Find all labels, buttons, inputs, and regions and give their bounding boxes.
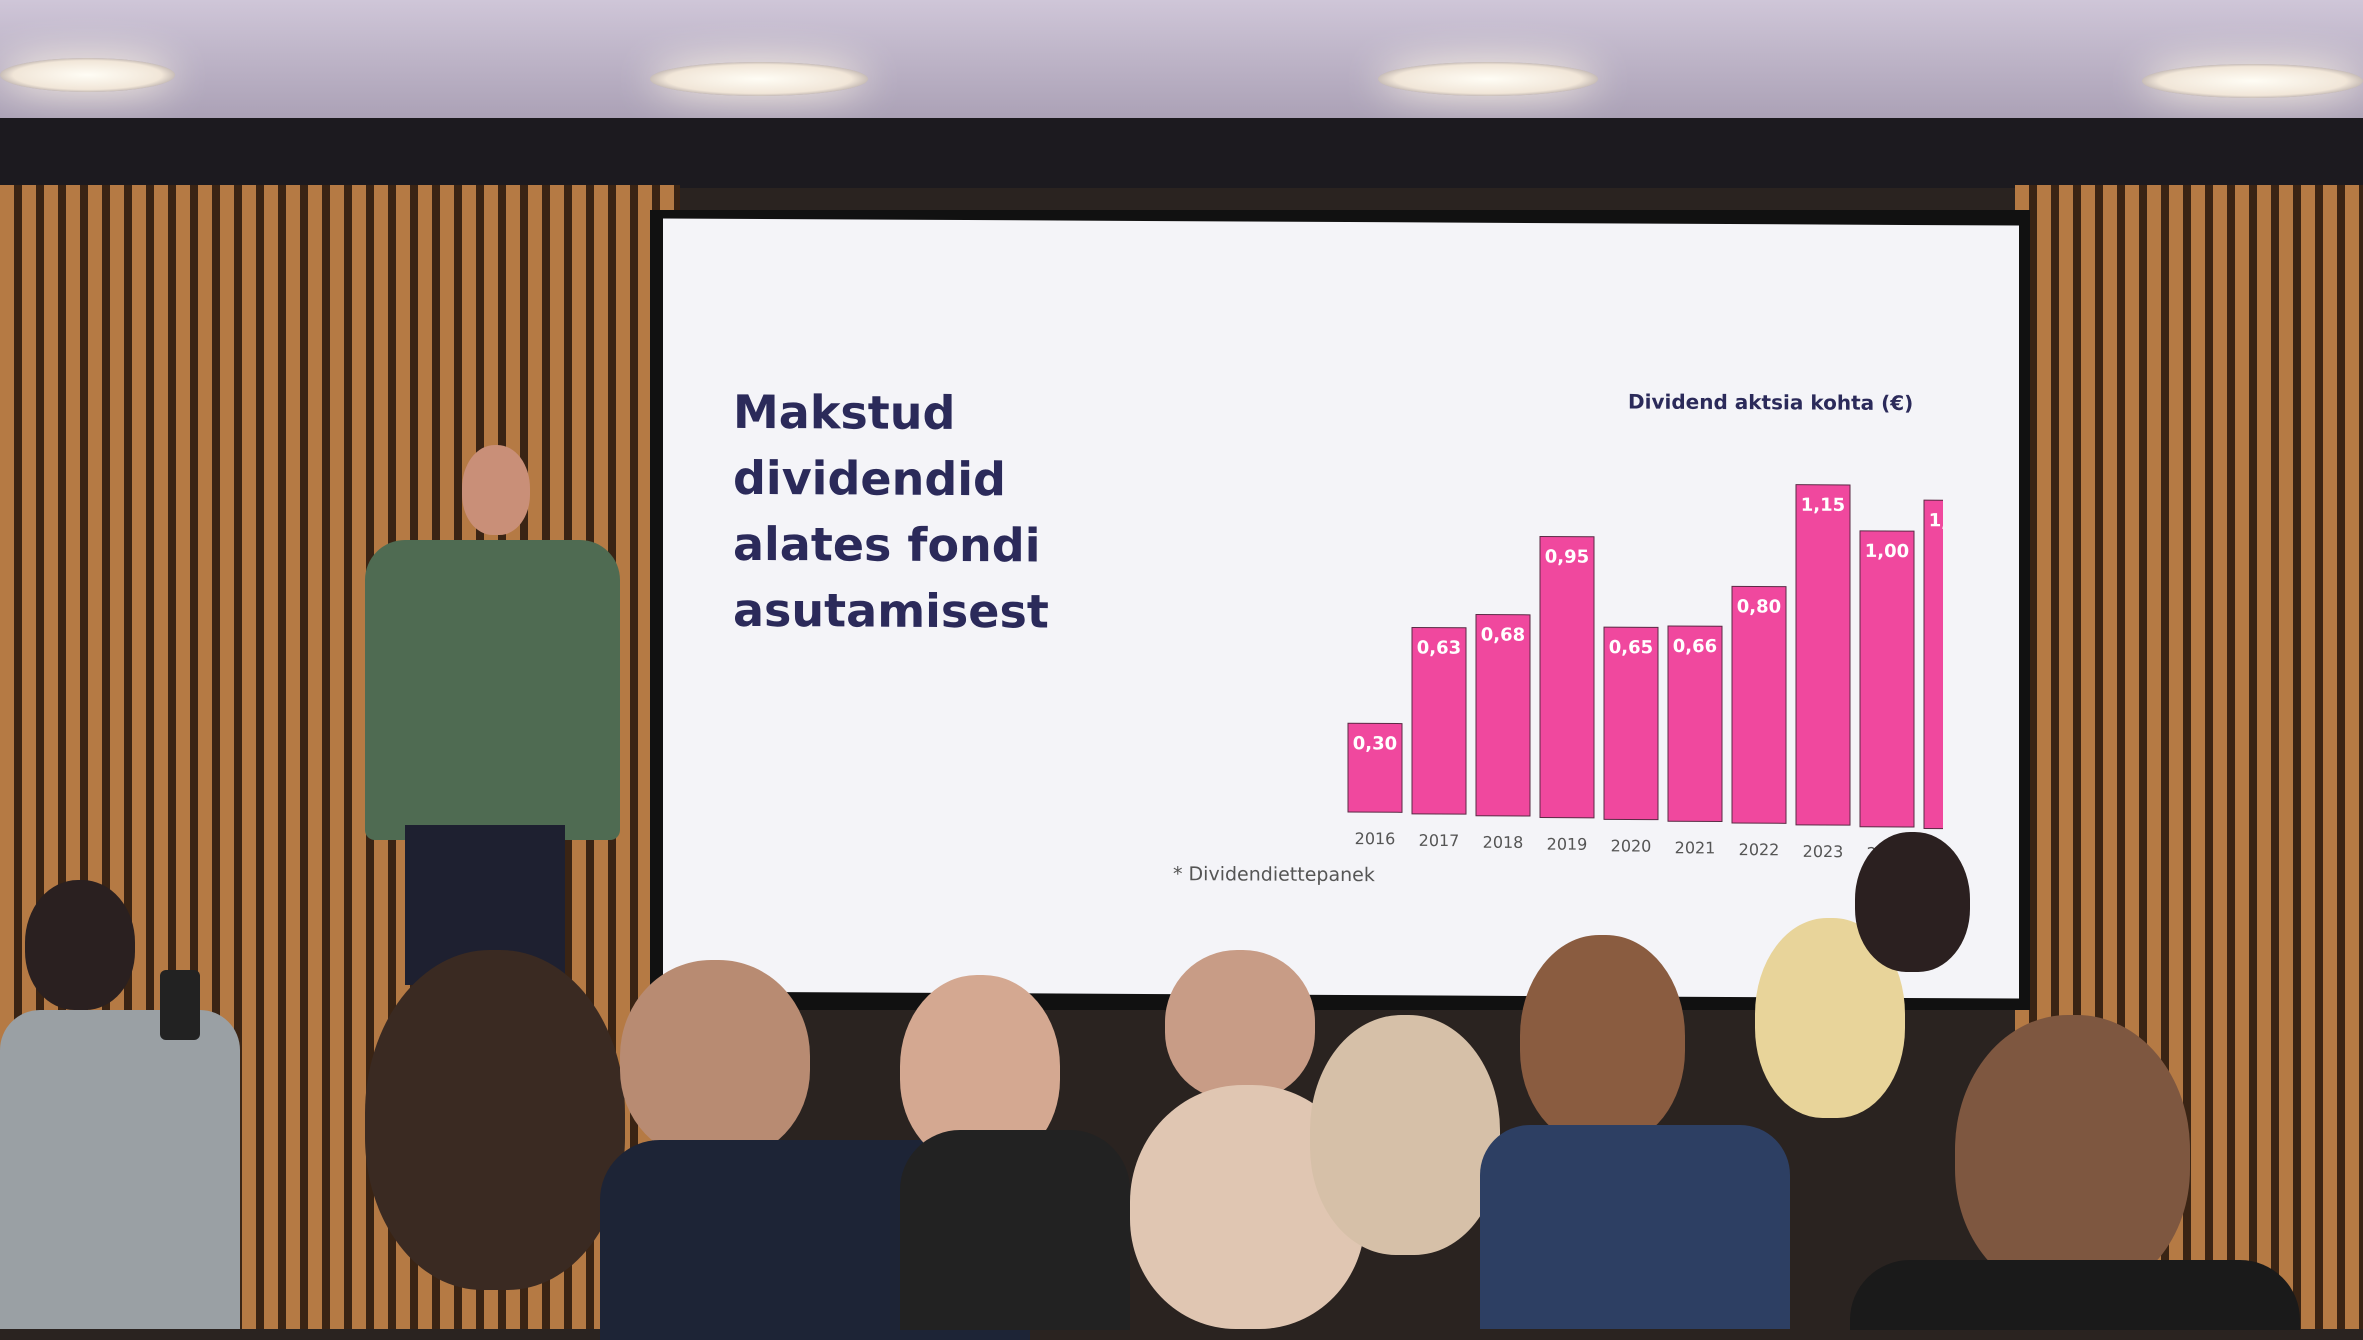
bar-2023 — [1795, 484, 1851, 826]
bar-2020 — [1603, 626, 1659, 821]
data-label: 1,11 — [1929, 510, 1943, 531]
data-label: 0,68 — [1481, 625, 1525, 646]
slide-title: Makstud dividendid alates fondi asutamis… — [733, 384, 1049, 639]
x-tick-label: 2022 — [1739, 840, 1780, 859]
bar-2025 — [1923, 499, 1943, 830]
lighting-rail — [0, 118, 2363, 188]
phone — [160, 970, 200, 1040]
data-label: 0,30 — [1353, 733, 1397, 754]
data-label: 1,15 — [1801, 495, 1845, 516]
x-tick-label: 2016 — [1355, 829, 1396, 848]
ceiling-light — [1378, 62, 1598, 96]
data-label: 0,95 — [1545, 547, 1589, 568]
x-tick-label: 2018 — [1483, 833, 1524, 852]
footnote: * Dividendiettepanek — [1173, 863, 1375, 887]
bar-chart: 0,30 2016 0,63 2017 0,68 2018 0,95 2019 0,65 2020… — [1347, 484, 1943, 865]
x-tick-label: 2021 — [1675, 838, 1716, 857]
x-tick-label: 2023 — [1803, 842, 1844, 861]
ceiling-light — [0, 58, 175, 92]
bar-2022 — [1731, 585, 1787, 824]
data-label: 0,80 — [1737, 596, 1781, 617]
chart-title: Dividend aktsia kohta (€) — [1628, 389, 1914, 415]
data-label: 0,65 — [1609, 637, 1653, 658]
bar-2024 — [1859, 530, 1915, 828]
data-label: 1,00 — [1865, 541, 1909, 562]
projection-screen: Makstud dividendid alates fondi asutamis… — [663, 218, 2019, 999]
x-tick-label: 2020 — [1611, 836, 1652, 855]
x-tick-label: 2017 — [1419, 831, 1460, 850]
ceiling-light — [2142, 64, 2363, 98]
bar-2016 — [1347, 722, 1403, 813]
ceiling-light — [650, 62, 868, 96]
data-label: 0,66 — [1673, 636, 1717, 657]
ceiling — [0, 0, 2363, 125]
x-tick-label: 2019 — [1547, 835, 1588, 854]
speaker — [365, 445, 620, 985]
bar-2019 — [1539, 535, 1595, 819]
bar-2021 — [1667, 625, 1723, 822]
bar-2018 — [1475, 614, 1531, 817]
data-label: 0,63 — [1417, 638, 1461, 659]
bar-2017 — [1411, 626, 1467, 815]
